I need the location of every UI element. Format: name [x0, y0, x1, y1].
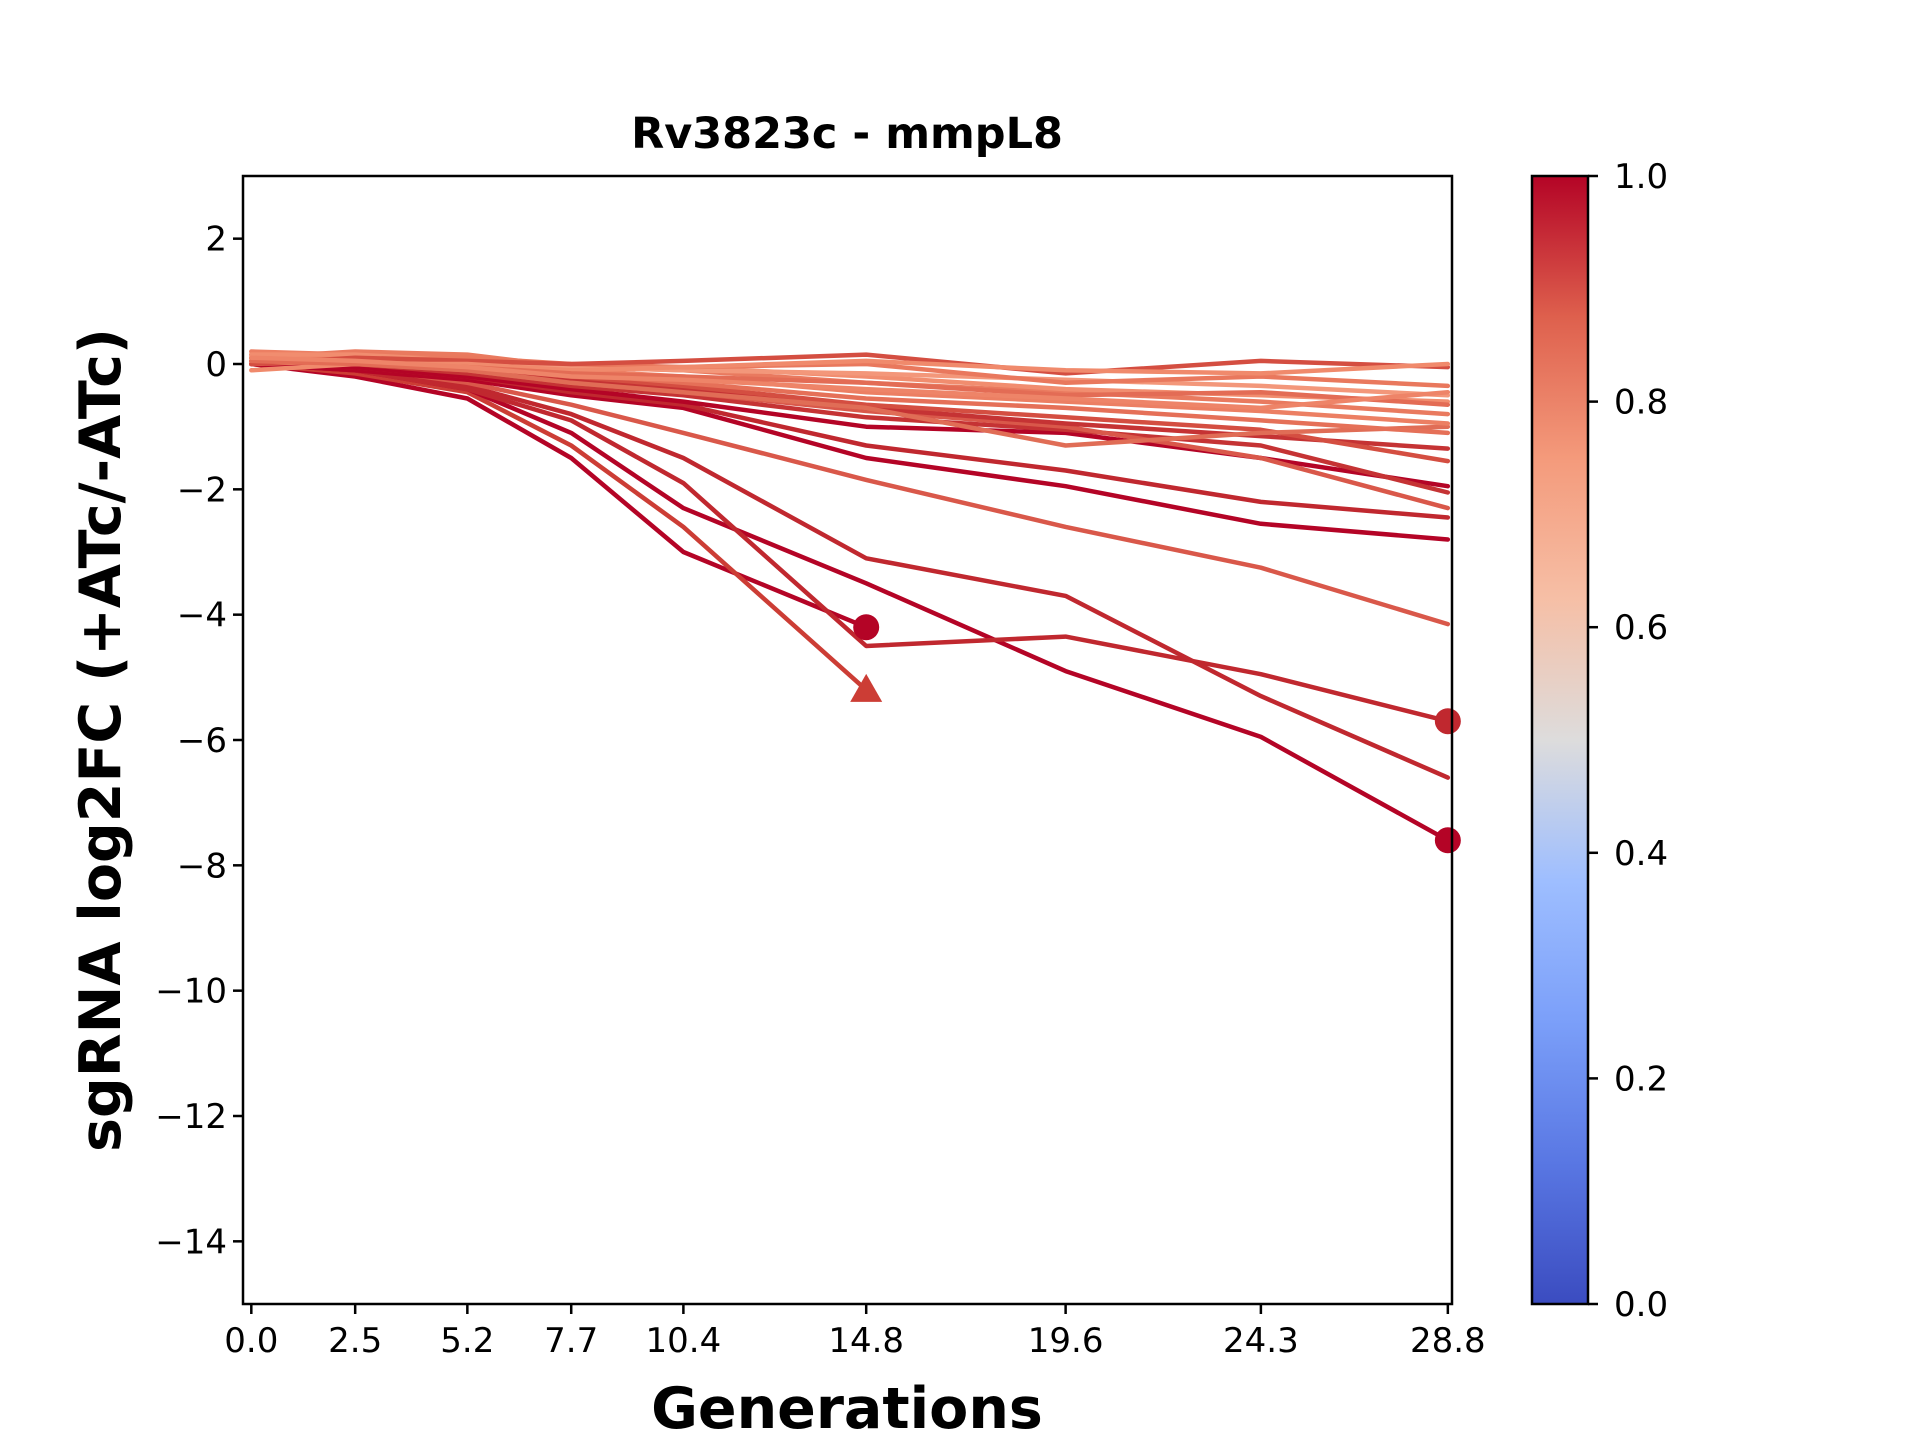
x-tick-label: 24.3 — [1223, 1321, 1299, 1361]
colorbar-tick-label: 1.0 — [1614, 157, 1668, 197]
colorbar-tick-label: 0.6 — [1614, 608, 1668, 648]
colorbar — [1530, 174, 1590, 1306]
colorbar-tick-label: 0.8 — [1614, 383, 1668, 423]
series-line-21 — [249, 352, 1451, 376]
series-line-4 — [249, 361, 1451, 724]
x-tick-label: 28.8 — [1410, 1321, 1486, 1361]
colorbar-tick-label: 0.0 — [1614, 1285, 1668, 1325]
series-end-marker — [1434, 827, 1461, 854]
chart-title: Rv3823c - mmpL8 — [631, 109, 1063, 159]
series-line-24 — [249, 355, 1451, 411]
colorbar-axis: 0.0 0.2 0.4 0.6 0.8 1.0 — [1588, 157, 1668, 1325]
colorbar-tick-label: 0.2 — [1614, 1059, 1668, 1099]
y-tick-label: −14 — [155, 1222, 227, 1262]
y-tick-label: 0 — [205, 345, 227, 385]
y-axis: 2 0 −2 −4 −6 −8 −10 −12 −14 — [155, 220, 243, 1262]
y-tick-label: −10 — [155, 972, 227, 1012]
x-tick-label: 0.0 — [224, 1321, 278, 1361]
x-tick-label: 7.7 — [544, 1321, 598, 1361]
series-line-1 — [249, 361, 869, 630]
x-tick-label: 10.4 — [646, 1321, 722, 1361]
x-tick-label: 19.6 — [1028, 1321, 1104, 1361]
series-line-2 — [249, 361, 869, 693]
series-end-marker — [850, 673, 883, 702]
x-tick-label: 2.5 — [328, 1321, 382, 1361]
series-layer — [249, 349, 1451, 843]
series-end-marker — [853, 614, 880, 641]
y-tick-label: −4 — [177, 596, 227, 636]
y-tick-label: −2 — [177, 470, 227, 510]
x-axis: 0.0 2.5 5.2 7.7 10.4 14.8 19.6 24.3 28.8 — [224, 1304, 1486, 1361]
marker-layer — [850, 614, 1461, 854]
series-end-marker — [1434, 708, 1461, 735]
x-tick-label: 14.8 — [828, 1321, 904, 1361]
x-tick-label: 5.2 — [440, 1321, 494, 1361]
series-line-7 — [249, 361, 1451, 542]
y-tick-label: 2 — [205, 220, 227, 260]
colorbar-tick-label: 0.4 — [1614, 834, 1668, 874]
y-tick-label: −6 — [177, 721, 227, 761]
y-tick-label: −12 — [155, 1097, 227, 1137]
y-tick-label: −8 — [177, 846, 227, 886]
x-axis-label: Generations — [651, 1376, 1043, 1440]
y-axis-label: sgRNA log2FC (+ATc/-ATc) — [68, 328, 134, 1152]
